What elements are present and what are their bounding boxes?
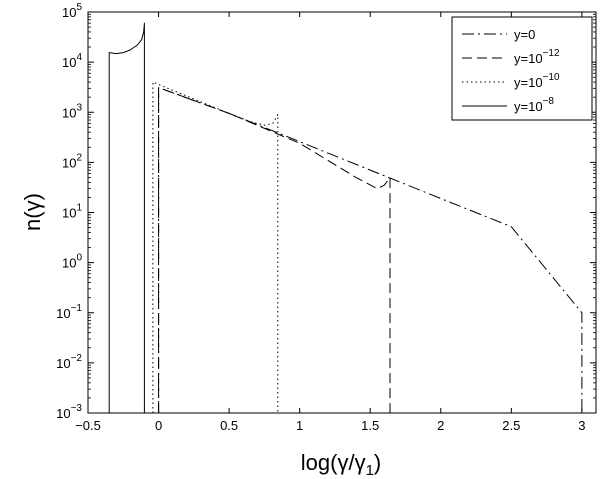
legend-label-2: y=10−10: [514, 72, 560, 90]
y-tick-exp: 4: [76, 52, 82, 63]
y-tick-label: 100: [62, 253, 82, 271]
y-tick-exp: 5: [76, 2, 82, 13]
series-line-0: [158, 87, 583, 413]
x-axis-label-close: ): [374, 450, 381, 475]
legend-label-base: y=10: [514, 51, 543, 66]
series-layer: [108, 22, 583, 413]
y-tick-label: 10−1: [56, 303, 82, 321]
y-tick-base: 10: [62, 155, 76, 170]
y-axis-label: n(γ): [20, 193, 45, 231]
y-tick-label: 102: [62, 152, 82, 170]
x-tick-label: 0.5: [220, 418, 238, 433]
y-tick-base: 10: [62, 256, 76, 271]
y-tick-base: 10: [62, 105, 76, 120]
y-tick-exp: 0: [76, 253, 82, 264]
y-tick-exp: −1: [71, 303, 83, 314]
x-axis-label: log(γ/γ1): [301, 450, 381, 479]
y-tick-base: 10: [56, 356, 70, 371]
legend-label-exp: −10: [543, 72, 560, 83]
legend-label-base: y=10: [514, 75, 543, 90]
series-line-1: [158, 87, 391, 413]
y-tick-base: 10: [56, 406, 70, 421]
legend-label-0: y=0: [514, 27, 535, 42]
x-tick-label: 2: [437, 418, 444, 433]
y-tick-base: 10: [62, 55, 76, 70]
y-tick-exp: −3: [71, 403, 83, 414]
y-tick-exp: 1: [76, 203, 82, 214]
legend-label-base: y=0: [514, 27, 535, 42]
legend-label-1: y=10−12: [514, 48, 560, 66]
x-tick-label: 3: [578, 418, 585, 433]
y-tick-base: 10: [62, 5, 76, 20]
series-line-2: [152, 81, 279, 413]
series-line-3: [108, 22, 145, 413]
legend-label-3: y=10−8: [514, 96, 554, 114]
y-tick-exp: −2: [71, 353, 83, 364]
y-tick-label: 10−2: [56, 353, 82, 371]
y-tick-label: 10−3: [56, 403, 82, 421]
y-tick-base: 10: [62, 206, 76, 221]
x-tick-label: 1: [296, 418, 303, 433]
x-tick-label: 2.5: [502, 418, 520, 433]
legend-box: [451, 16, 593, 121]
legend: y=0y=10−12y=10−10y=10−8: [451, 16, 593, 121]
axis-ticks: −0.5 0 0.5 1 1.5 2 2.5 310−310−210−110010110210…: [56, 2, 596, 433]
x-tick-label: −0.5: [75, 418, 101, 433]
x-tick-label: 1.5: [361, 418, 379, 433]
legend-label-exp: −12: [543, 48, 560, 59]
y-tick-exp: 2: [76, 152, 82, 163]
y-tick-exp: 3: [76, 102, 82, 113]
x-axis-label-main: log(γ/γ: [301, 450, 366, 475]
x-axis-label-sub: 1: [366, 462, 374, 479]
y-tick-label: 104: [62, 52, 82, 70]
x-tick-label: 0: [155, 418, 162, 433]
legend-label-base: y=10: [514, 99, 543, 114]
y-tick-base: 10: [56, 306, 70, 321]
y-tick-label: 101: [62, 203, 82, 221]
y-tick-label: 105: [62, 2, 82, 20]
legend-label-exp: −8: [543, 96, 555, 107]
y-tick-label: 103: [62, 102, 82, 120]
